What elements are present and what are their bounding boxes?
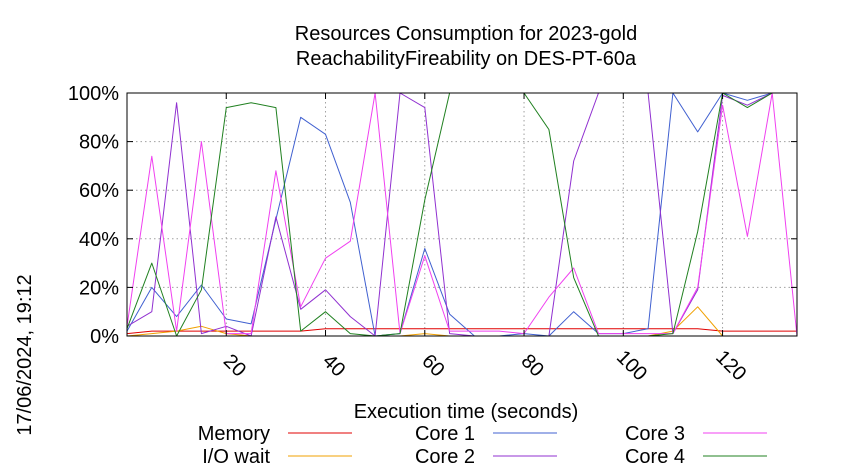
x-tick-label: 80 <box>517 350 548 381</box>
x-tick-label: 100 <box>612 346 651 385</box>
plot-frame <box>126 92 798 337</box>
x-tick-label: 40 <box>318 350 349 381</box>
x-tick-label: 20 <box>219 350 250 381</box>
legend-label-core-1: Core 1 <box>415 423 475 445</box>
legend-label-i-o-wait: I/O wait <box>202 446 270 468</box>
series-line-core-1 <box>126 92 797 337</box>
chart-title-line-1: Resources Consumption for 2023-gold <box>295 23 637 45</box>
y-tick-label: 80% <box>79 132 119 154</box>
y-tick-label: 60% <box>79 180 119 202</box>
series-line-core-2 <box>126 92 797 337</box>
y-tick-label: 40% <box>79 229 119 251</box>
legend-label-memory: Memory <box>198 423 270 445</box>
series-lines <box>126 92 798 337</box>
series-line-core-3 <box>126 92 798 337</box>
grid-lines <box>127 93 797 336</box>
y-tick-label: 20% <box>79 277 119 299</box>
legend-label-core-2: Core 2 <box>415 446 475 468</box>
y-axis: 0% 20% 40% 60% 80% 100% <box>68 83 797 348</box>
y-tick-label: 100% <box>68 83 119 105</box>
x-tick-label: 120 <box>711 346 750 385</box>
timestamp-label: 17/06/2024, 19:12 <box>14 274 36 435</box>
series-line-i-o-wait <box>126 306 797 337</box>
chart-title-line-2: ReachabilityFireability on DES-PT-60a <box>296 48 637 70</box>
x-axis-label: Execution time (seconds) <box>354 401 579 423</box>
x-tick-label: 60 <box>417 350 448 381</box>
legend-label-core-4: Core 4 <box>625 446 685 468</box>
y-tick-label: 0% <box>90 326 119 348</box>
legend-label-core-3: Core 3 <box>625 423 685 445</box>
chart-title: Resources Consumption for 2023-gold Reac… <box>295 23 637 70</box>
